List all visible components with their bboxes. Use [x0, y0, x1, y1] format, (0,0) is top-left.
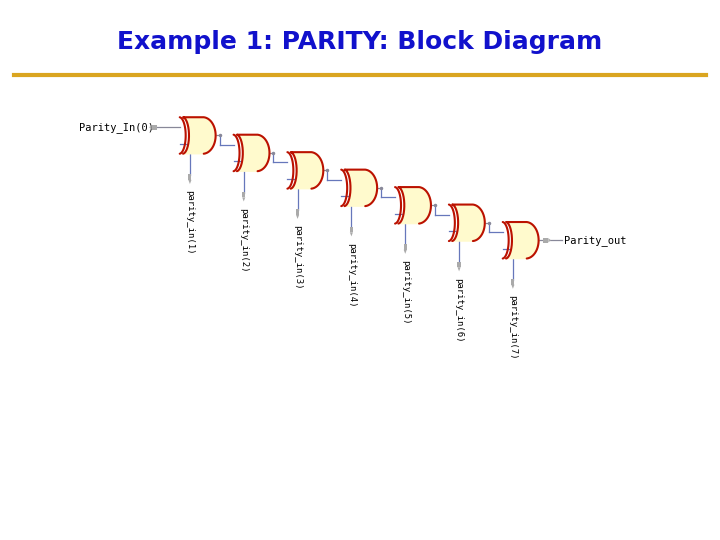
- Polygon shape: [183, 117, 216, 154]
- Text: parity_in(1): parity_in(1): [186, 190, 194, 255]
- Polygon shape: [506, 222, 539, 259]
- Polygon shape: [149, 125, 152, 130]
- Text: Parity_In(0): Parity_In(0): [79, 122, 154, 133]
- Polygon shape: [452, 205, 485, 241]
- Polygon shape: [291, 152, 323, 188]
- Text: Parity_out: Parity_out: [564, 235, 626, 246]
- Text: Example 1: PARITY: Block Diagram: Example 1: PARITY: Block Diagram: [117, 30, 603, 53]
- Bar: [511, 279, 515, 285]
- Text: parity_in(2): parity_in(2): [239, 208, 248, 272]
- Text: parity_in(3): parity_in(3): [293, 225, 302, 290]
- Bar: [404, 244, 407, 249]
- Text: parity_in(7): parity_in(7): [508, 295, 518, 360]
- Polygon shape: [398, 187, 431, 224]
- Bar: [152, 125, 157, 130]
- Polygon shape: [189, 180, 192, 184]
- Polygon shape: [237, 134, 269, 171]
- Bar: [242, 192, 246, 197]
- Polygon shape: [511, 285, 515, 289]
- Text: parity_in(5): parity_in(5): [401, 260, 410, 325]
- Text: parity_in(6): parity_in(6): [454, 278, 464, 342]
- Bar: [189, 174, 192, 180]
- Bar: [543, 238, 549, 242]
- Polygon shape: [345, 170, 377, 206]
- Bar: [296, 210, 299, 215]
- Bar: [457, 262, 461, 267]
- Polygon shape: [457, 267, 461, 271]
- Polygon shape: [296, 215, 299, 219]
- Text: parity_in(4): parity_in(4): [347, 242, 356, 307]
- Polygon shape: [242, 197, 246, 201]
- Polygon shape: [404, 249, 407, 254]
- Bar: [350, 227, 353, 232]
- Polygon shape: [350, 232, 353, 237]
- Polygon shape: [549, 238, 551, 242]
